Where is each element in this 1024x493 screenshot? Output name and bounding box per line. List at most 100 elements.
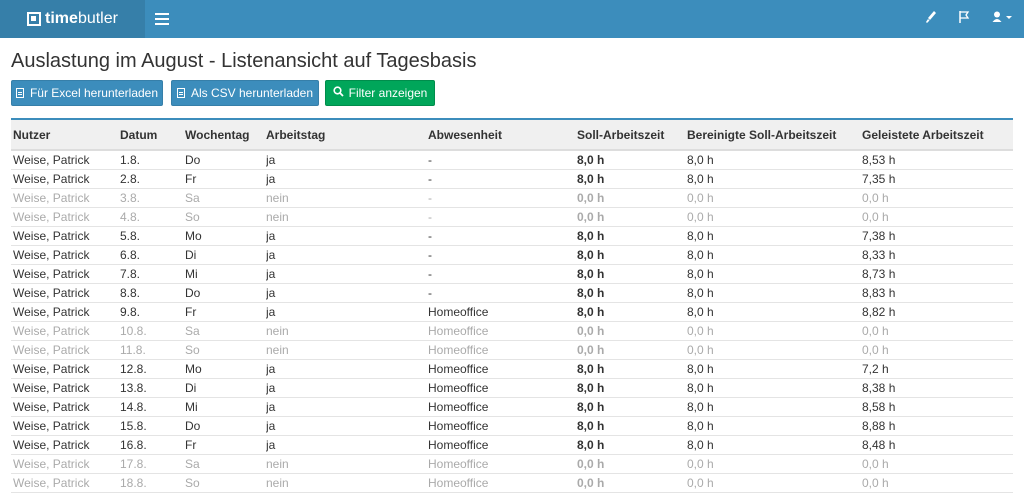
document-icon [176, 88, 185, 98]
cell-date: 4.8. [120, 207, 185, 227]
cell-absence: - [428, 169, 577, 189]
cell-target-hours: 8,0 h [577, 378, 687, 398]
cell-date: 13.8. [120, 378, 185, 398]
cell-absence: - [428, 245, 577, 265]
cell-user: Weise, Patrick [11, 397, 120, 417]
cell-absence: Homeoffice [428, 416, 577, 436]
top-navbar: time butler [0, 0, 1024, 38]
table-row: Weise, Patrick 6.8. Di ja -8,0 h 8,0 h 8,33 h [11, 245, 1013, 265]
cell-weekday: Do [185, 150, 266, 170]
cell-absence: - [428, 188, 577, 208]
col-header-abwesenheit[interactable]: Abwesenheit [428, 120, 577, 151]
cell-adjusted-target: 8,0 h [687, 226, 862, 246]
csv-download-button[interactable]: Als CSV herunterladen [171, 80, 319, 106]
col-header-bereinigt[interactable]: Bereinigte Soll-Arbeitszeit [687, 120, 862, 151]
col-header-datum[interactable]: Datum [120, 120, 185, 151]
table-row: Weise, Patrick 11.8. So nein Homeoffice 0,0 h… [11, 340, 1013, 360]
cell-weekday: Sa [185, 188, 266, 208]
table-row: Weise, Patrick 1.8. Do ja -8,0 h 8,0 h 8,53 h [11, 150, 1013, 170]
cell-absence: Homeoffice [428, 454, 577, 474]
cell-worked-hours: 8,88 h [862, 416, 1013, 436]
cell-absence: - [428, 150, 577, 170]
cell-date: 9.8. [120, 302, 185, 322]
cell-user: Weise, Patrick [11, 245, 120, 265]
cell-user: Weise, Patrick [11, 454, 120, 474]
flag-icon[interactable] [958, 10, 970, 29]
logo-icon [27, 12, 42, 26]
cell-target-hours: 8,0 h [577, 416, 687, 436]
cell-target-hours: 0,0 h [577, 454, 687, 474]
filter-button[interactable]: Filter anzeigen [325, 80, 435, 106]
cell-user: Weise, Patrick [11, 302, 120, 322]
cell-workday: ja [266, 264, 428, 284]
cell-date: 3.8. [120, 188, 185, 208]
cell-absence: Homeoffice [428, 321, 577, 341]
col-header-wochentag[interactable]: Wochentag [185, 120, 266, 151]
cell-user: Weise, Patrick [11, 188, 120, 208]
cell-adjusted-target: 8,0 h [687, 150, 862, 170]
col-header-geleistet[interactable]: Geleistete Arbeitszeit [862, 120, 1013, 151]
cell-absence: Homeoffice [428, 378, 577, 398]
cell-user: Weise, Patrick [11, 435, 120, 455]
cell-user: Weise, Patrick [11, 150, 120, 170]
cell-absence: Homeoffice [428, 340, 577, 360]
cell-adjusted-target: 8,0 h [687, 416, 862, 436]
cell-weekday: Di [185, 245, 266, 265]
cell-date: 5.8. [120, 226, 185, 246]
cell-target-hours: 8,0 h [577, 397, 687, 417]
cell-date: 17.8. [120, 454, 185, 474]
col-header-nutzer[interactable]: Nutzer [11, 120, 120, 151]
table-row: Weise, Patrick 2.8. Fr ja -8,0 h 8,0 h 7,35 h [11, 169, 1013, 189]
cell-worked-hours: 7,35 h [862, 169, 1013, 189]
cell-adjusted-target: 0,0 h [687, 340, 862, 360]
cell-workday: ja [266, 283, 428, 303]
cell-adjusted-target: 0,0 h [687, 207, 862, 227]
cell-target-hours: 8,0 h [577, 302, 687, 322]
cell-user: Weise, Patrick [11, 169, 120, 189]
cell-workday: ja [266, 226, 428, 246]
cell-weekday: Fr [185, 302, 266, 322]
cell-weekday: Do [185, 283, 266, 303]
cell-weekday: So [185, 207, 266, 227]
table-header-row: Nutzer Datum Wochentag Arbeitstag Abwese… [11, 120, 1013, 151]
excel-download-button[interactable]: Für Excel herunterladen [11, 80, 163, 106]
cell-workday: ja [266, 416, 428, 436]
cell-user: Weise, Patrick [11, 207, 120, 227]
cell-adjusted-target: 8,0 h [687, 169, 862, 189]
user-menu-icon[interactable] [992, 10, 1014, 29]
cell-weekday: Mi [185, 264, 266, 284]
cell-user: Weise, Patrick [11, 283, 120, 303]
table-row: Weise, Patrick 7.8. Mi ja -8,0 h 8,0 h 8,73 h [11, 264, 1013, 284]
cell-adjusted-target: 8,0 h [687, 245, 862, 265]
cell-target-hours: 8,0 h [577, 150, 687, 170]
cell-absence: - [428, 283, 577, 303]
cell-worked-hours: 8,33 h [862, 245, 1013, 265]
cell-adjusted-target: 0,0 h [687, 188, 862, 208]
brush-icon[interactable] [925, 10, 937, 29]
cell-workday: ja [266, 359, 428, 379]
cell-target-hours: 0,0 h [577, 207, 687, 227]
cell-workday: nein [266, 340, 428, 360]
workload-table: Nutzer Datum Wochentag Arbeitstag Abwese… [11, 118, 1013, 493]
cell-user: Weise, Patrick [11, 416, 120, 436]
cell-workday: ja [266, 435, 428, 455]
cell-workday: nein [266, 188, 428, 208]
col-header-soll[interactable]: Soll-Arbeitszeit [577, 120, 687, 151]
cell-weekday: Fr [185, 435, 266, 455]
cell-absence: - [428, 264, 577, 284]
cell-worked-hours: 8,53 h [862, 150, 1013, 170]
cell-workday: ja [266, 378, 428, 398]
cell-weekday: Sa [185, 321, 266, 341]
cell-adjusted-target: 8,0 h [687, 302, 862, 322]
cell-adjusted-target: 8,0 h [687, 283, 862, 303]
col-header-arbeitstag[interactable]: Arbeitstag [266, 120, 428, 151]
table-row: Weise, Patrick 5.8. Mo ja -8,0 h 8,0 h 7,38 h [11, 226, 1013, 246]
cell-absence: - [428, 207, 577, 227]
cell-date: 14.8. [120, 397, 185, 417]
cell-absence: Homeoffice [428, 302, 577, 322]
table-row: Weise, Patrick 9.8. Fr ja Homeoffice 8,0 h 8,0… [11, 302, 1013, 322]
cell-worked-hours: 8,82 h [862, 302, 1013, 322]
menu-toggle-icon[interactable] [155, 13, 169, 25]
app-logo[interactable]: time butler [0, 0, 145, 38]
cell-weekday: Fr [185, 169, 266, 189]
